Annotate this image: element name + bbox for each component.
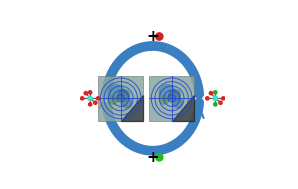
Circle shape [80,96,84,101]
Polygon shape [172,95,194,121]
Text: +: + [147,29,159,44]
Circle shape [87,95,93,101]
Circle shape [209,91,213,95]
Circle shape [221,96,226,101]
Circle shape [212,95,218,101]
Circle shape [108,84,124,101]
Circle shape [122,98,132,108]
Circle shape [172,98,183,108]
Circle shape [93,100,98,105]
Circle shape [155,153,164,162]
Circle shape [109,95,118,104]
Circle shape [83,91,88,95]
Text: +: + [147,150,159,165]
Circle shape [159,84,175,101]
Circle shape [218,100,223,105]
Bar [98,76,143,121]
Circle shape [88,90,92,95]
Circle shape [213,90,218,95]
Circle shape [88,102,92,107]
Polygon shape [121,95,143,121]
Circle shape [169,90,180,101]
Circle shape [205,96,209,101]
Bar [149,76,194,121]
Circle shape [155,32,164,41]
Circle shape [96,96,100,101]
Circle shape [118,90,129,101]
Circle shape [160,95,169,104]
Circle shape [213,102,218,107]
